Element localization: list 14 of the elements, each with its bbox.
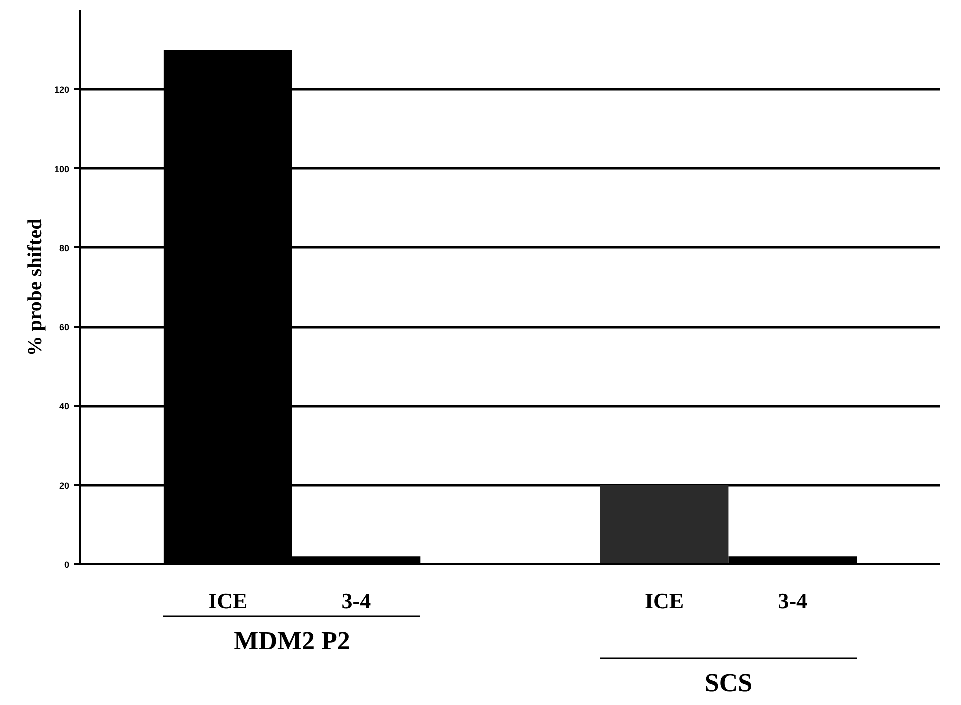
text: SCS — [704, 668, 753, 698]
text: MDM2 P2 — [234, 626, 350, 656]
y-tick-label: 80 — [59, 243, 70, 254]
y-tick-label: 20 — [59, 480, 70, 491]
y-tick-label: 40 — [59, 402, 70, 412]
x-tick-label: 3-4 — [778, 588, 808, 614]
y-axis-title: % probe shifted — [24, 218, 46, 356]
y-tick-label: 60 — [59, 322, 70, 333]
y-tick-label: 120 — [54, 85, 70, 96]
x-tick-label: ICE — [644, 588, 684, 614]
x-tick-label: 3-4 — [342, 588, 372, 614]
y-tick-label: 0 — [64, 560, 70, 570]
x-tick-label: ICE — [208, 588, 248, 614]
y-tick-label: 100 — [54, 164, 70, 174]
